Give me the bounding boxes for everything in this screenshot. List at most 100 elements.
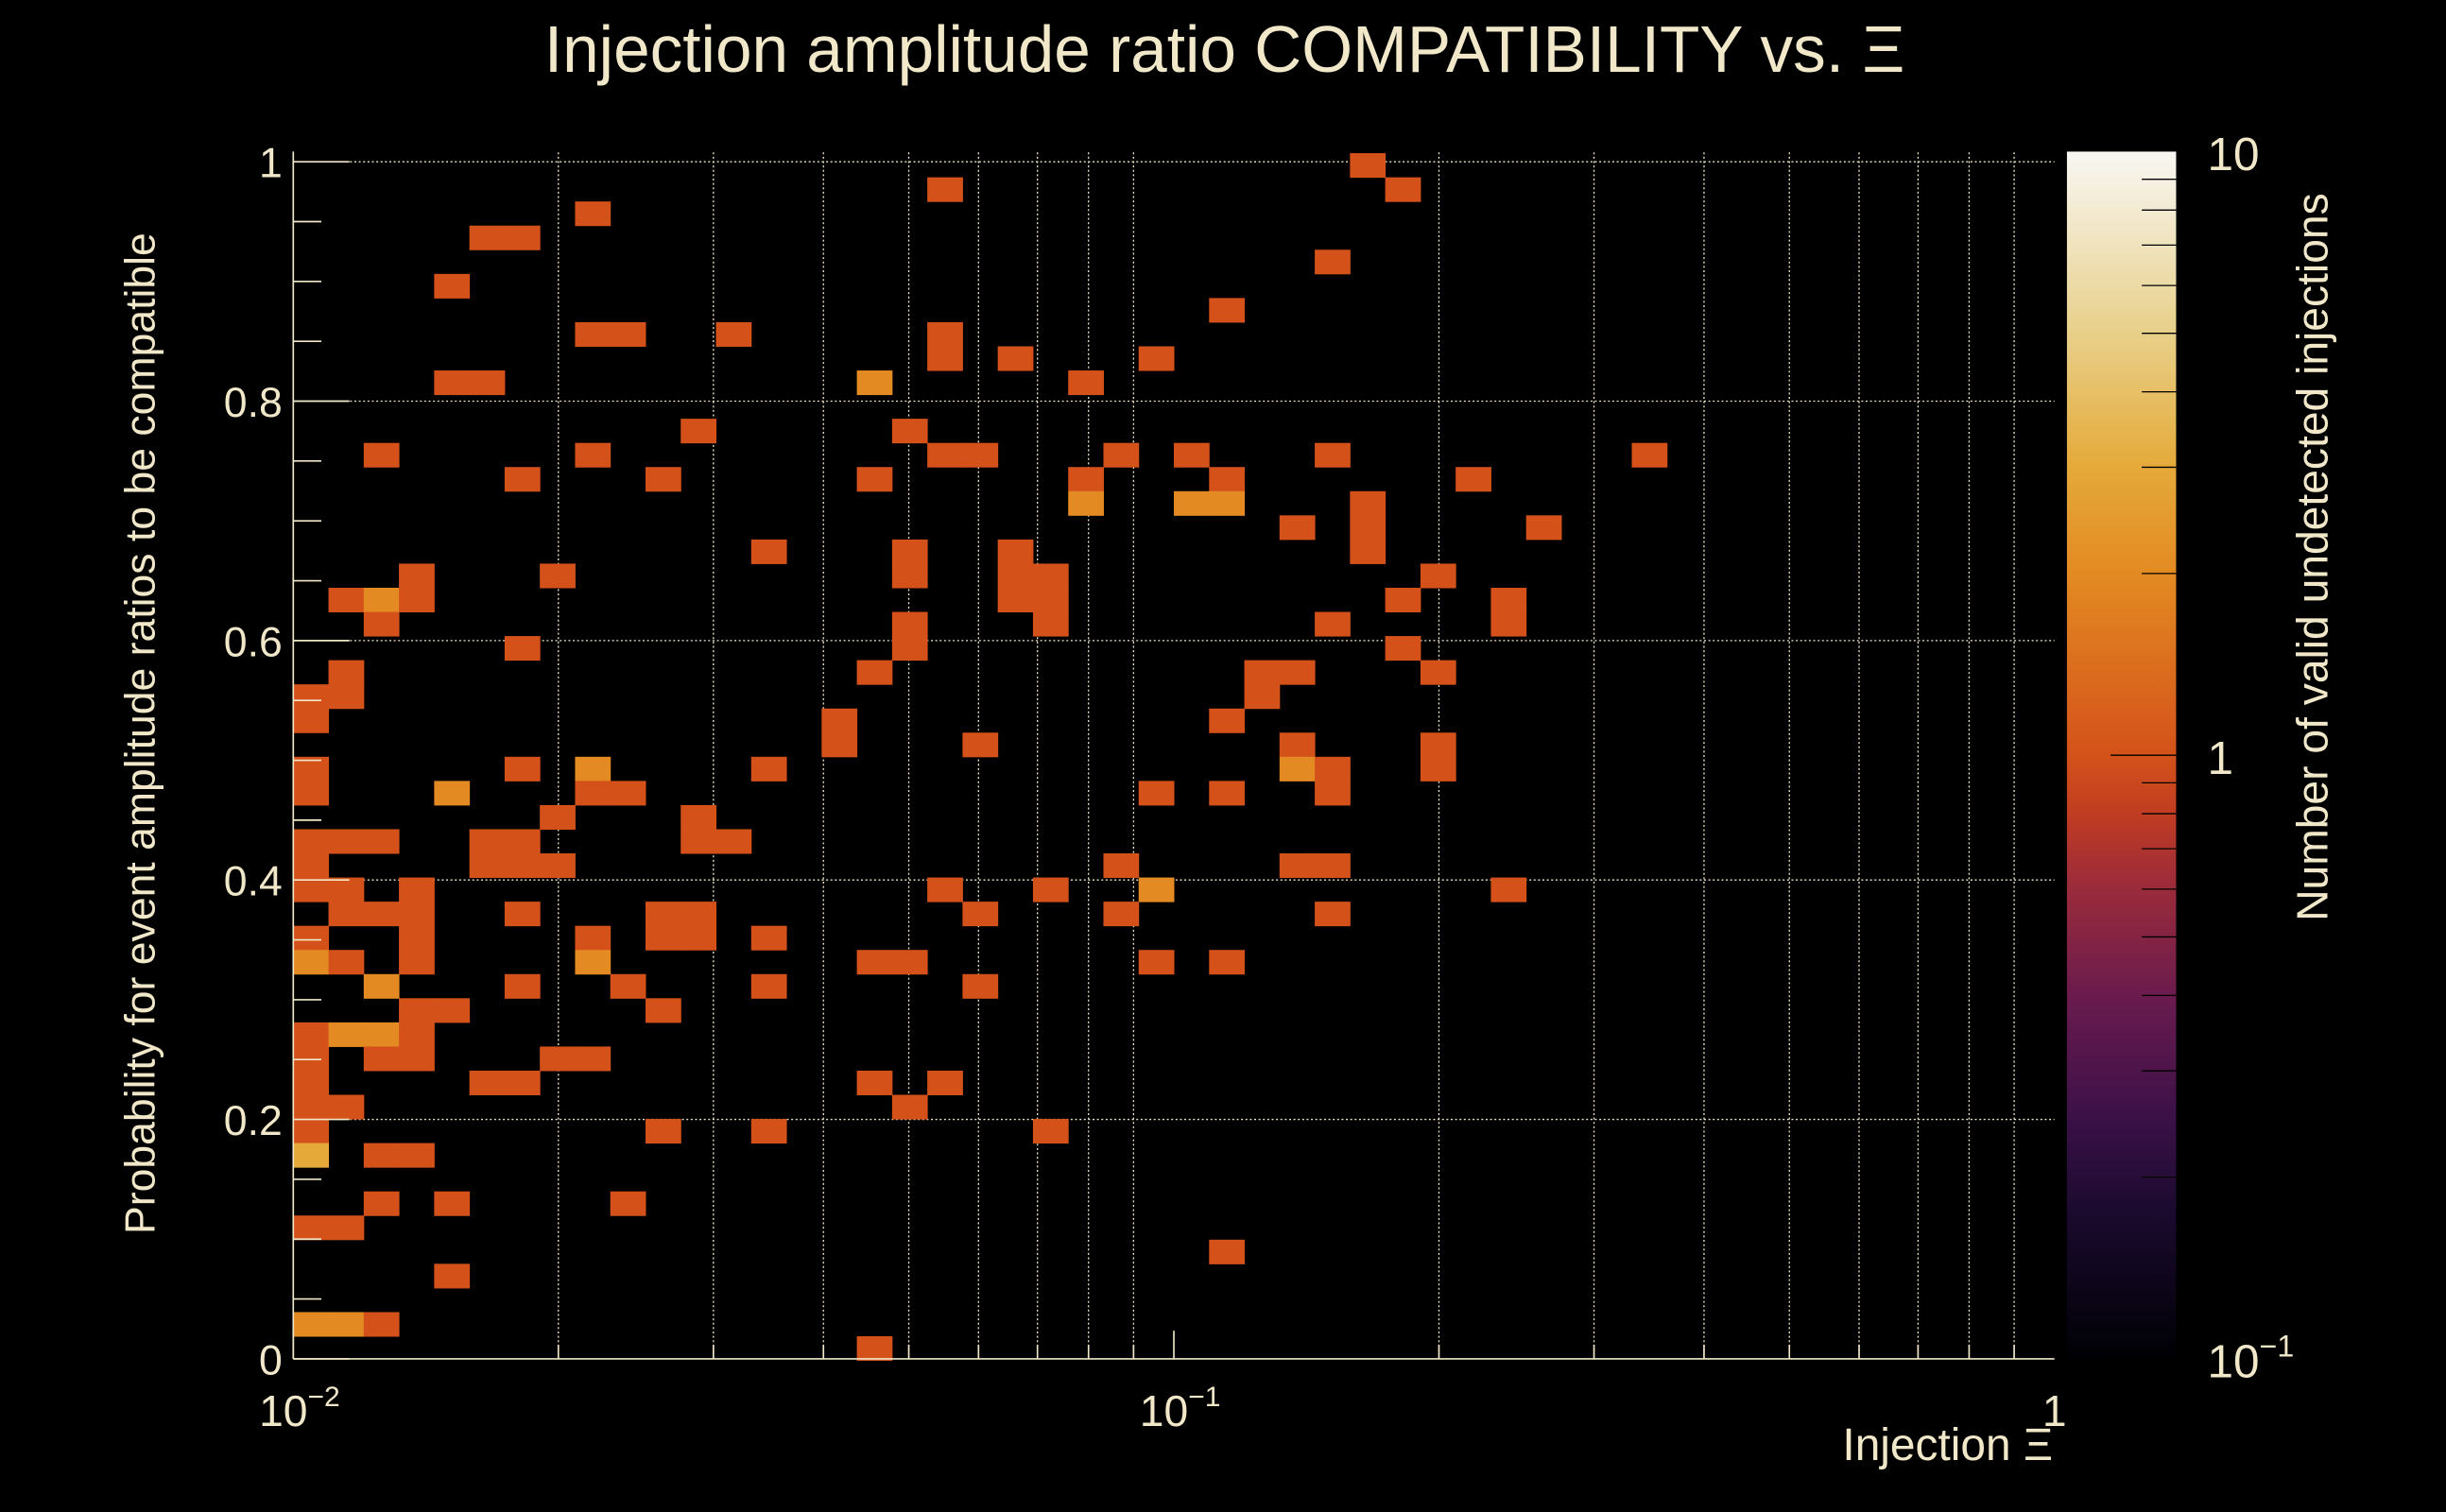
histogram-cell: [680, 804, 717, 830]
histogram-cell: [363, 1143, 400, 1168]
histogram-cell: [293, 925, 330, 951]
histogram-cell: [821, 708, 858, 733]
histogram-cell: [293, 1070, 330, 1096]
histogram-cell: [962, 973, 999, 999]
histogram-cell: [575, 950, 612, 975]
x-tick-label: 1: [2042, 1386, 2067, 1435]
histogram-cell: [1244, 660, 1281, 685]
histogram-cell: [891, 636, 928, 662]
histogram-cell: [575, 756, 612, 782]
histogram-cell: [997, 346, 1034, 371]
y-tick-label: 0: [259, 1337, 283, 1383]
histogram-cell: [293, 684, 330, 710]
histogram-cell: [328, 950, 365, 975]
histogram-cell: [927, 177, 963, 202]
histogram-cell: [962, 732, 999, 758]
histogram-cell: [575, 201, 612, 227]
histogram-cell: [1279, 756, 1316, 782]
histogram-cell: [399, 998, 435, 1023]
histogram-cell: [434, 370, 471, 396]
histogram-cell: [610, 1191, 646, 1216]
histogram-cell: [1350, 539, 1387, 564]
histogram-cell: [1209, 950, 1246, 975]
histogram-cell: [1420, 756, 1456, 782]
histogram-cell: [715, 829, 752, 854]
histogram-cell: [927, 442, 963, 468]
histogram-cells: [293, 153, 1668, 1362]
histogram-cell: [469, 853, 506, 879]
histogram-cell: [399, 950, 435, 975]
histogram-cell: [856, 660, 893, 685]
histogram-cell: [1315, 756, 1351, 782]
histogram-cell: [610, 781, 646, 806]
histogram-cell: [540, 804, 576, 830]
histogram-cell: [363, 973, 400, 999]
histogram-cell: [469, 829, 506, 854]
histogram-cell: [504, 902, 541, 927]
histogram-cell: [610, 321, 646, 347]
histogram-cell: [328, 1094, 365, 1120]
histogram-cell: [328, 587, 365, 613]
histogram-cell: [540, 1046, 576, 1072]
y-tick-label: 0.8: [224, 380, 283, 426]
histogram-cell: [363, 1312, 400, 1337]
histogram-cell: [1315, 611, 1351, 637]
histogram-cell: [363, 1191, 400, 1216]
histogram-cell: [399, 563, 435, 589]
histogram-cell: [1209, 1239, 1246, 1264]
histogram-cell: [328, 1215, 365, 1241]
x-tick-labels: 10−2 10−1 1: [259, 1382, 2066, 1435]
histogram-cell: [293, 708, 330, 733]
histogram-cell: [399, 1046, 435, 1072]
histogram-cell: [1350, 153, 1387, 179]
histogram-cell: [575, 925, 612, 951]
colorbar-tick-labels: 10 1 10−1: [2207, 129, 2294, 1387]
histogram-cell: [363, 611, 400, 637]
histogram-cell: [680, 925, 717, 951]
histogram-cell: [363, 1022, 400, 1047]
histogram-cell: [1068, 467, 1104, 492]
histogram-cell: [1525, 515, 1562, 541]
histogram-cell: [363, 829, 400, 854]
histogram-cell: [293, 1143, 330, 1168]
histogram-cell: [856, 1336, 893, 1362]
colorbar-ticks: [2110, 178, 2177, 1360]
histogram-cell: [399, 1022, 435, 1047]
histogram-cell: [1420, 660, 1456, 685]
histogram-cell: [1244, 684, 1281, 710]
histogram-cell: [293, 950, 330, 975]
histogram-cell: [399, 902, 435, 927]
histogram-cell: [1209, 467, 1246, 492]
histogram-cell: [469, 1070, 506, 1096]
histogram-cell: [962, 902, 999, 927]
histogram-cell: [1385, 587, 1421, 613]
histogram-cell: [750, 539, 787, 564]
histogram-cell: [469, 370, 506, 396]
histogram-cell: [1385, 177, 1421, 202]
histogram-cell: [997, 539, 1034, 564]
histogram-cell: [293, 853, 330, 879]
histogram-cell: [434, 998, 471, 1023]
histogram-cell: [328, 1312, 365, 1337]
y-tick-label: 0.6: [224, 619, 283, 665]
histogram-cell: [645, 1119, 681, 1144]
histogram-cell: [540, 853, 576, 879]
histogram-cell: [645, 467, 681, 492]
histogram-cell: [575, 1046, 612, 1072]
histogram-cell: [293, 1312, 330, 1337]
histogram-cell: [1420, 732, 1456, 758]
histogram-cell: [927, 321, 963, 347]
histogram-cell: [504, 636, 541, 662]
histogram-cell: [293, 877, 330, 902]
histogram-cell: [715, 321, 752, 347]
histogram-cell: [469, 225, 506, 250]
histogram-cell: [363, 587, 400, 613]
colorbar-tick-label: 10: [2207, 129, 2259, 180]
histogram-cell: [1490, 877, 1527, 902]
histogram-cell: [610, 973, 646, 999]
histogram-cell: [645, 998, 681, 1023]
histogram-cell: [1315, 853, 1351, 879]
histogram-cell: [363, 1046, 400, 1072]
histogram-cell: [575, 442, 612, 468]
